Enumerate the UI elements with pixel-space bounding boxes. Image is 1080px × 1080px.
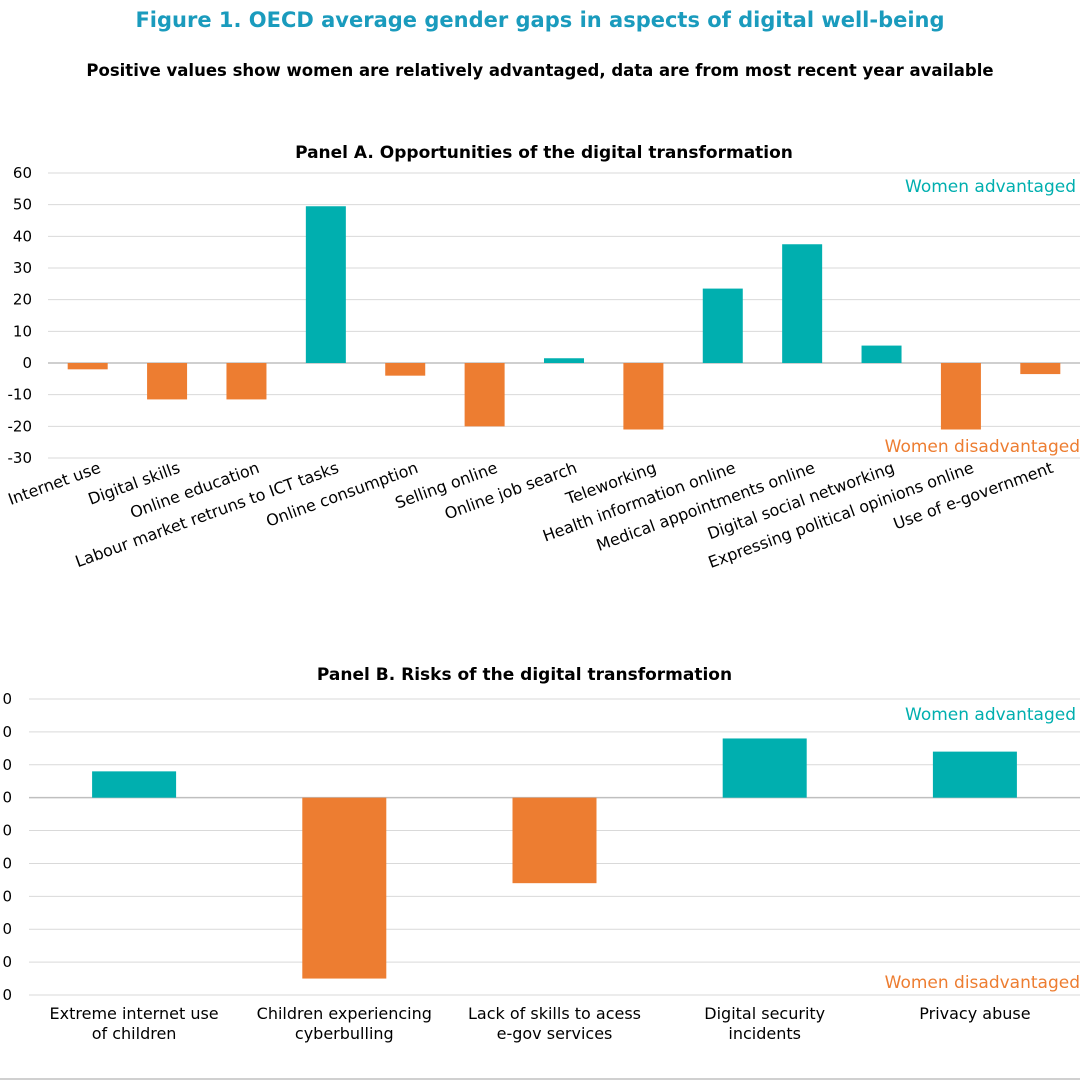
bar	[67, 363, 108, 370]
category-label: of children	[92, 1024, 177, 1043]
bar	[147, 363, 188, 400]
figure-title: Figure 1. OECD average gender gaps in as…	[135, 8, 945, 32]
figure-subtitle: Positive values show women are relativel…	[86, 61, 994, 80]
note-women-disadvantaged: Women disadvantaged	[885, 437, 1080, 457]
bar	[544, 358, 584, 363]
bar	[702, 288, 743, 363]
y-tick-label: 0	[2, 789, 12, 807]
y-tick-label: 0	[22, 354, 32, 372]
category-label: Digital security	[704, 1004, 825, 1023]
note-women-advantaged: Women advantaged	[905, 177, 1076, 197]
bottom-border	[0, 1078, 1080, 1080]
bar	[226, 363, 267, 400]
category-label: Lack of skills to acess	[468, 1004, 641, 1023]
bar	[1020, 363, 1061, 375]
y-tick-label: 40	[13, 227, 32, 245]
category-label: Children experiencing	[257, 1004, 432, 1023]
y-tick-label: 0	[2, 887, 12, 905]
panel-title: Panel A. Opportunities of the digital tr…	[295, 143, 793, 163]
category-label: e-gov services	[497, 1024, 613, 1043]
y-tick-label: 0	[2, 723, 12, 741]
category-label: Online job search	[442, 458, 579, 524]
bar	[623, 363, 664, 430]
panel-a-chart: Panel A. Opportunities of the digital tr…	[5, 143, 1080, 572]
y-tick-label: 0	[2, 920, 12, 938]
y-tick-label: 0	[2, 690, 12, 708]
y-tick-label: 0	[2, 953, 12, 971]
category-label: incidents	[728, 1024, 801, 1043]
panel-title: Panel B. Risks of the digital transforma…	[317, 665, 732, 685]
y-tick-label: -30	[8, 449, 33, 467]
category-label: cyberbulling	[295, 1024, 394, 1043]
bar	[92, 771, 177, 798]
y-tick-label: 0	[2, 822, 12, 840]
y-tick-label: 20	[13, 291, 32, 309]
y-tick-label: 0	[2, 756, 12, 774]
bar	[722, 738, 807, 798]
category-label: Privacy abuse	[919, 1004, 1030, 1023]
bar	[464, 363, 505, 427]
y-tick-label: 0	[2, 854, 12, 872]
y-tick-label: 50	[13, 196, 32, 214]
y-tick-label: 60	[13, 164, 32, 182]
bar	[302, 797, 387, 979]
y-tick-label: 30	[13, 259, 32, 277]
note-women-advantaged: Women advantaged	[905, 705, 1076, 725]
category-label: Extreme internet use	[50, 1004, 219, 1023]
note-women-disadvantaged: Women disadvantaged	[885, 973, 1080, 993]
y-tick-label: 0	[2, 986, 12, 1004]
y-tick-label: -20	[8, 417, 33, 435]
y-tick-label: 10	[13, 322, 32, 340]
panel-b-chart: Panel B. Risks of the digital transforma…	[2, 665, 1080, 1043]
bar	[940, 363, 981, 430]
bar	[305, 206, 346, 363]
bar	[782, 244, 823, 363]
bar	[512, 797, 597, 884]
bar	[861, 345, 902, 363]
y-tick-label: -10	[8, 386, 33, 404]
bar	[932, 751, 1017, 798]
bar	[385, 363, 426, 376]
